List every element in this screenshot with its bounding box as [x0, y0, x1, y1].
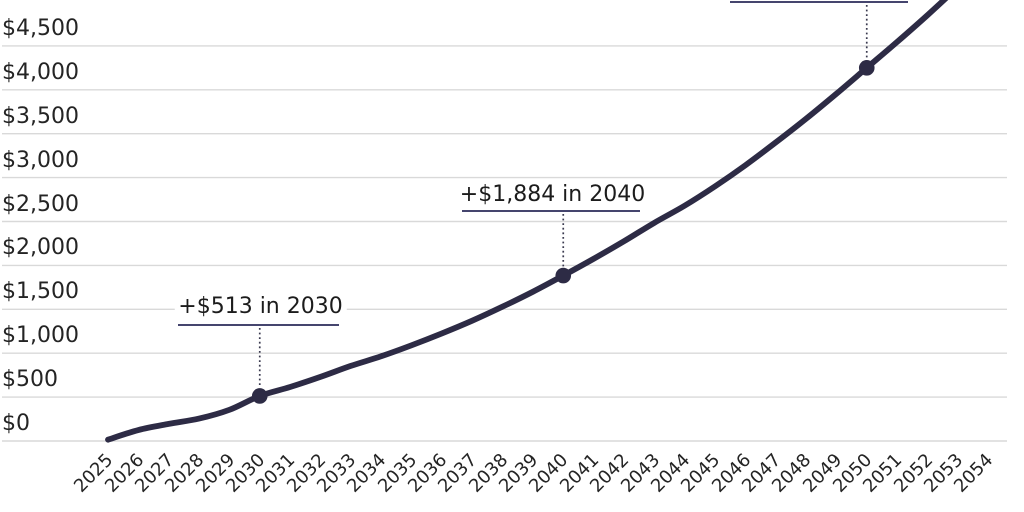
- y-axis-tick-label: $4,000: [2, 59, 79, 85]
- y-axis-tick-label: $500: [2, 367, 58, 393]
- annotation-label: +$513 in 2030: [174, 296, 347, 318]
- y-axis-tick-label: $2,000: [2, 235, 79, 261]
- annotation-underline: [178, 324, 339, 327]
- y-axis-tick-label: $4,500: [2, 15, 79, 41]
- data-point-markers-group: [251, 60, 875, 404]
- annotation-label: +$1,884 in 2040: [455, 184, 650, 206]
- trend-line: [105, 0, 949, 443]
- data-point-marker: [251, 388, 268, 404]
- y-axis-tick-label: $1,500: [2, 279, 79, 305]
- annotation-underline: [462, 210, 640, 213]
- data-point-marker: [858, 60, 875, 76]
- y-axis-tick-label: $2,500: [2, 191, 79, 217]
- annotation-leaders-group: [258, 5, 868, 388]
- y-axis-tick-label: $3,000: [2, 147, 79, 173]
- y-axis-tick-label: $3,500: [2, 103, 79, 129]
- gridlines-group: [2, 45, 1007, 442]
- annotation-underline: [730, 1, 908, 4]
- y-axis-tick-label: $0: [2, 411, 30, 436]
- data-point-marker: [555, 267, 572, 284]
- y-axis-tick-label: $1,000: [2, 323, 79, 349]
